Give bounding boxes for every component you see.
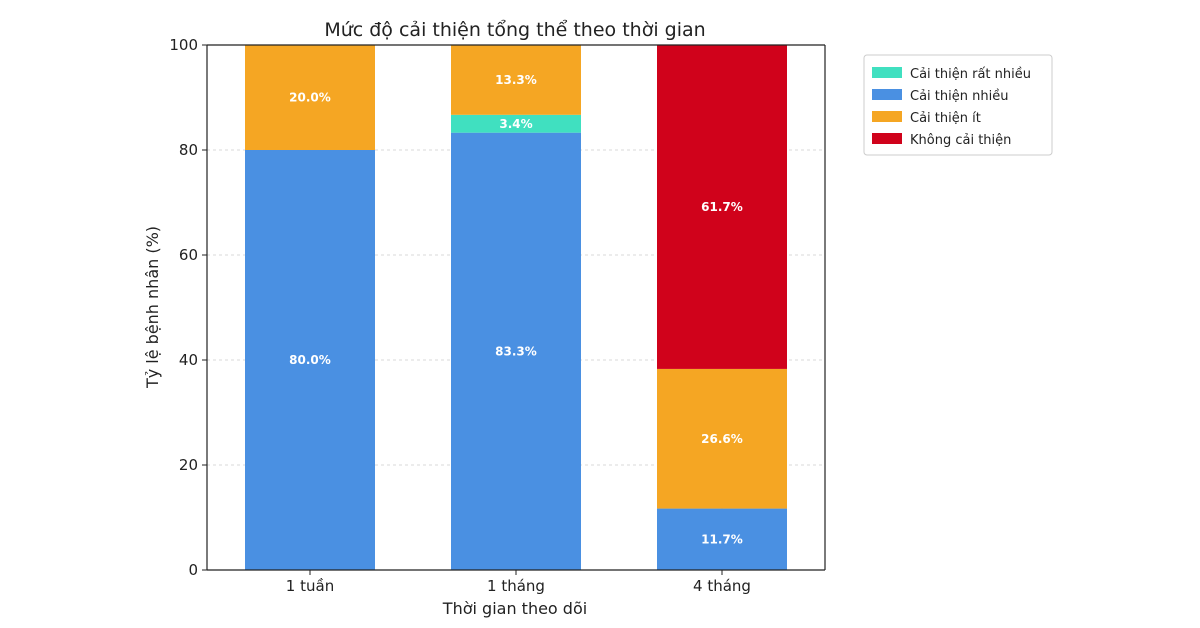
y-axis-title: Tỷ lệ bệnh nhân (%) xyxy=(143,226,162,389)
bar-data-label: 11.7% xyxy=(701,532,743,546)
bar-data-label: 13.3% xyxy=(495,73,537,87)
chart-title: Mức độ cải thiện tổng thể theo thời gian xyxy=(324,19,705,41)
bar-segment xyxy=(657,45,787,369)
legend-entry-label: Cải thiện ít xyxy=(910,111,981,126)
legend-swatch xyxy=(872,67,902,78)
x-tick-label: 1 tháng xyxy=(487,577,545,595)
bars: 80.0% 20.0% 83.3% 3.4% 13.3% 11.7% 26.6% 61.7% xyxy=(245,45,787,571)
bar-data-label: 83.3% xyxy=(495,344,537,358)
y-tick-label: 60 xyxy=(179,246,198,264)
bar-data-label: 80.0% xyxy=(289,353,331,367)
axes: 0 20 40 60 80 100 1 tuần 1 tháng 4 tháng xyxy=(169,36,826,595)
y-tick-label: 40 xyxy=(179,351,198,369)
x-tick-label: 4 tháng xyxy=(693,577,751,595)
bar-segment xyxy=(245,150,375,570)
y-tick-label: 20 xyxy=(179,456,198,474)
y-tick-label: 100 xyxy=(169,36,198,54)
bar-data-label: 61.7% xyxy=(701,200,743,214)
legend-entry-label: Cải thiện nhiều xyxy=(910,89,1008,104)
legend-entry-label: Cải thiện rất nhiều xyxy=(910,67,1031,82)
bar-segment xyxy=(451,132,581,571)
legend: Cải thiện rất nhiều Cải thiện nhiều Cải th… xyxy=(863,54,1053,156)
legend-swatch xyxy=(872,133,902,144)
legend-box xyxy=(863,54,1053,156)
bar-segment xyxy=(451,114,581,133)
legend-swatch xyxy=(872,89,902,100)
bar-data-label: 3.4% xyxy=(499,117,532,131)
y-tick-label: 80 xyxy=(179,141,198,159)
bar-segment xyxy=(657,368,787,509)
bar-data-label: 20.0% xyxy=(289,91,331,105)
legend-swatch xyxy=(872,111,902,122)
legend-entry-label: Không cải thiện xyxy=(910,133,1011,148)
bar-segment xyxy=(245,45,375,150)
x-tick-label: 1 tuần xyxy=(286,577,334,595)
bar-segment xyxy=(657,508,787,570)
y-tick-label: 0 xyxy=(188,561,198,579)
bar-data-label: 26.6% xyxy=(701,432,743,446)
bar-segment xyxy=(451,45,581,115)
x-axis-title: Thời gian theo dõi xyxy=(442,599,587,618)
